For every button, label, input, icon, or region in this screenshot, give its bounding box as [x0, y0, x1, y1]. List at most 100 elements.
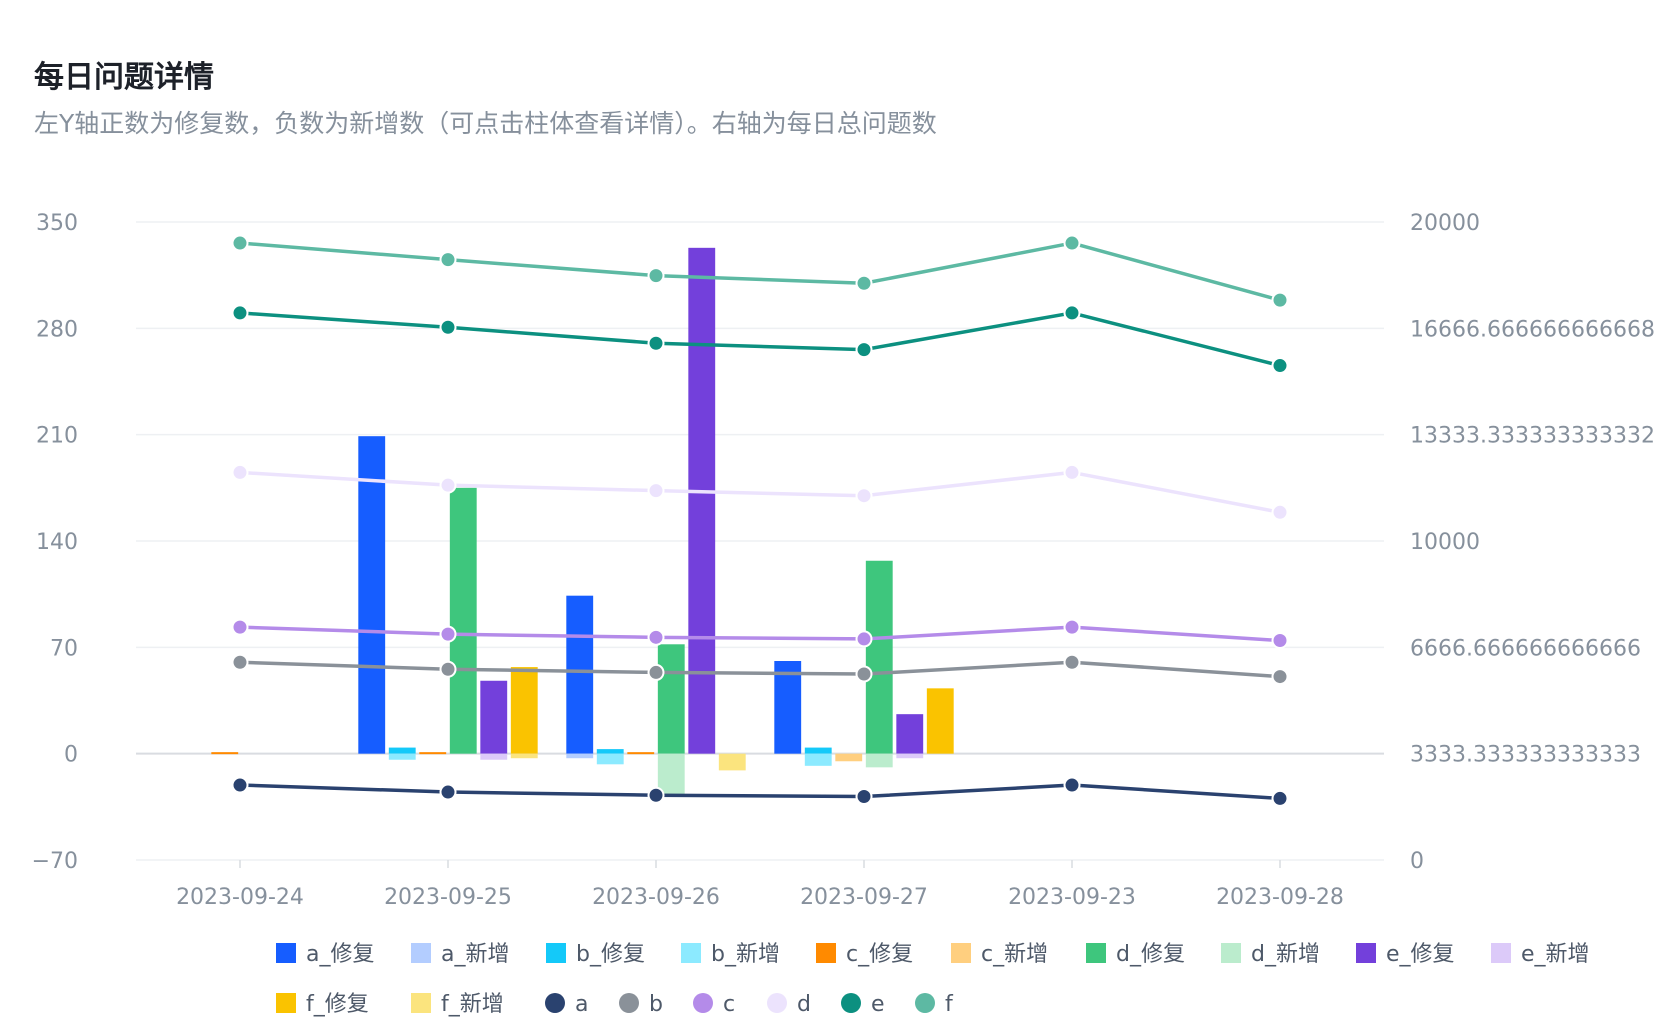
bar[interactable] [566, 753, 594, 759]
series-point[interactable] [1271, 503, 1289, 521]
legend-layer[interactable]: a_修复 a_新增 b_修复 b_新增 c_修复 c_新增 d_修复 d_新增 e_修复 e_新增… [276, 942, 1590, 1017]
bar[interactable] [657, 753, 685, 797]
legend-item[interactable]: c_修复 [816, 942, 913, 967]
series-line[interactable] [239, 241, 1281, 302]
bar[interactable] [718, 753, 746, 771]
series-line[interactable] [239, 625, 1281, 643]
bar-layer[interactable] [211, 247, 954, 797]
legend-item[interactable]: e [841, 992, 885, 1017]
series-point[interactable] [1271, 357, 1289, 375]
legend-item[interactable]: b_修复 [546, 942, 645, 967]
series-point[interactable] [231, 463, 249, 481]
series-point[interactable] [647, 334, 665, 352]
series-point[interactable] [1063, 618, 1081, 636]
bar[interactable] [835, 753, 863, 762]
bar[interactable] [449, 487, 477, 754]
bar[interactable] [596, 753, 624, 765]
series-point[interactable] [1271, 632, 1289, 650]
series-point[interactable] [855, 487, 873, 505]
x-axis-tick-label: 2023-09-23 [1008, 885, 1136, 910]
series-point[interactable] [439, 251, 457, 269]
legend-item[interactable]: f_修复 [276, 992, 369, 1017]
legend-item[interactable]: d_修复 [1086, 942, 1185, 967]
series-point[interactable] [439, 783, 457, 801]
bar[interactable] [688, 247, 716, 754]
legend-item[interactable]: c_新增 [951, 942, 1048, 967]
legend-item[interactable]: f [915, 992, 954, 1017]
series-point[interactable] [855, 630, 873, 648]
series-point[interactable] [231, 776, 249, 794]
bar[interactable] [774, 661, 802, 754]
chart-title: 每日问题详情 [34, 60, 214, 95]
bar[interactable] [211, 752, 239, 755]
series-point[interactable] [231, 653, 249, 671]
series-line[interactable] [239, 311, 1281, 368]
legend-item[interactable]: d_新增 [1221, 942, 1320, 967]
left-axis-tick-label: 140 [36, 530, 78, 555]
legend-item[interactable]: d [767, 992, 811, 1017]
bar[interactable] [804, 747, 832, 754]
bar[interactable] [480, 753, 508, 760]
bar[interactable] [896, 714, 924, 754]
series-line[interactable] [239, 660, 1281, 679]
series-point[interactable] [439, 660, 457, 678]
legend-item[interactable]: a_新增 [411, 942, 509, 967]
series-point[interactable] [1063, 653, 1081, 671]
bar[interactable] [510, 753, 538, 759]
series-point[interactable] [1063, 234, 1081, 252]
series-point[interactable] [1271, 668, 1289, 686]
bar[interactable] [896, 753, 924, 759]
series-point[interactable] [439, 625, 457, 643]
series-point[interactable] [231, 304, 249, 322]
series-point[interactable] [1063, 776, 1081, 794]
series-point[interactable] [647, 663, 665, 681]
series-line[interactable] [239, 470, 1281, 515]
series-line[interactable] [239, 783, 1281, 801]
bar[interactable] [804, 753, 832, 766]
series-point[interactable] [855, 788, 873, 806]
bar[interactable] [627, 752, 655, 755]
legend-swatch-circle [693, 993, 713, 1013]
line-layer[interactable] [231, 234, 1289, 807]
bar[interactable] [657, 644, 685, 754]
legend-item[interactable]: b [619, 992, 663, 1017]
bar[interactable] [480, 680, 508, 754]
series-point[interactable] [855, 274, 873, 292]
bar[interactable] [510, 667, 538, 754]
series-point[interactable] [647, 267, 665, 285]
legend-swatch-circle [915, 993, 935, 1013]
series-point[interactable] [439, 476, 457, 494]
series-point[interactable] [855, 665, 873, 683]
bar[interactable] [388, 747, 416, 754]
legend-item[interactable]: a [545, 992, 588, 1017]
legend-item[interactable]: e_新增 [1491, 942, 1590, 967]
series-point[interactable] [1271, 291, 1289, 309]
legend-item[interactable]: f_新增 [411, 992, 504, 1017]
chart-subtitle: 左Y轴正数为修复数，负数为新增数（可点击柱体查看详情）。右轴为每日总问题数 [34, 109, 937, 138]
bar[interactable] [865, 753, 893, 768]
series-point[interactable] [647, 786, 665, 804]
series-point[interactable] [647, 628, 665, 646]
bar[interactable] [596, 749, 624, 754]
legend-label: d [797, 992, 811, 1017]
bar[interactable] [388, 753, 416, 760]
right-axis-tick-label: 10000 [1410, 530, 1480, 555]
bar[interactable] [419, 752, 447, 755]
series-point[interactable] [439, 318, 457, 336]
legend-item[interactable]: e_修复 [1356, 942, 1455, 967]
legend-item[interactable]: a_修复 [276, 942, 374, 967]
legend-item[interactable]: c [693, 992, 735, 1017]
legend-item[interactable]: b_新增 [681, 942, 780, 967]
series-point[interactable] [1271, 789, 1289, 807]
series-point[interactable] [647, 482, 665, 500]
right-axis-tick-label: 6666.666666666666 [1410, 636, 1641, 661]
series-point[interactable] [855, 341, 873, 359]
series-point[interactable] [231, 234, 249, 252]
bar[interactable] [566, 595, 594, 754]
series-point[interactable] [1063, 304, 1081, 322]
bar[interactable] [926, 688, 954, 754]
bar[interactable] [865, 560, 893, 754]
series-point[interactable] [231, 618, 249, 636]
bar[interactable] [358, 436, 386, 754]
series-point[interactable] [1063, 463, 1081, 481]
